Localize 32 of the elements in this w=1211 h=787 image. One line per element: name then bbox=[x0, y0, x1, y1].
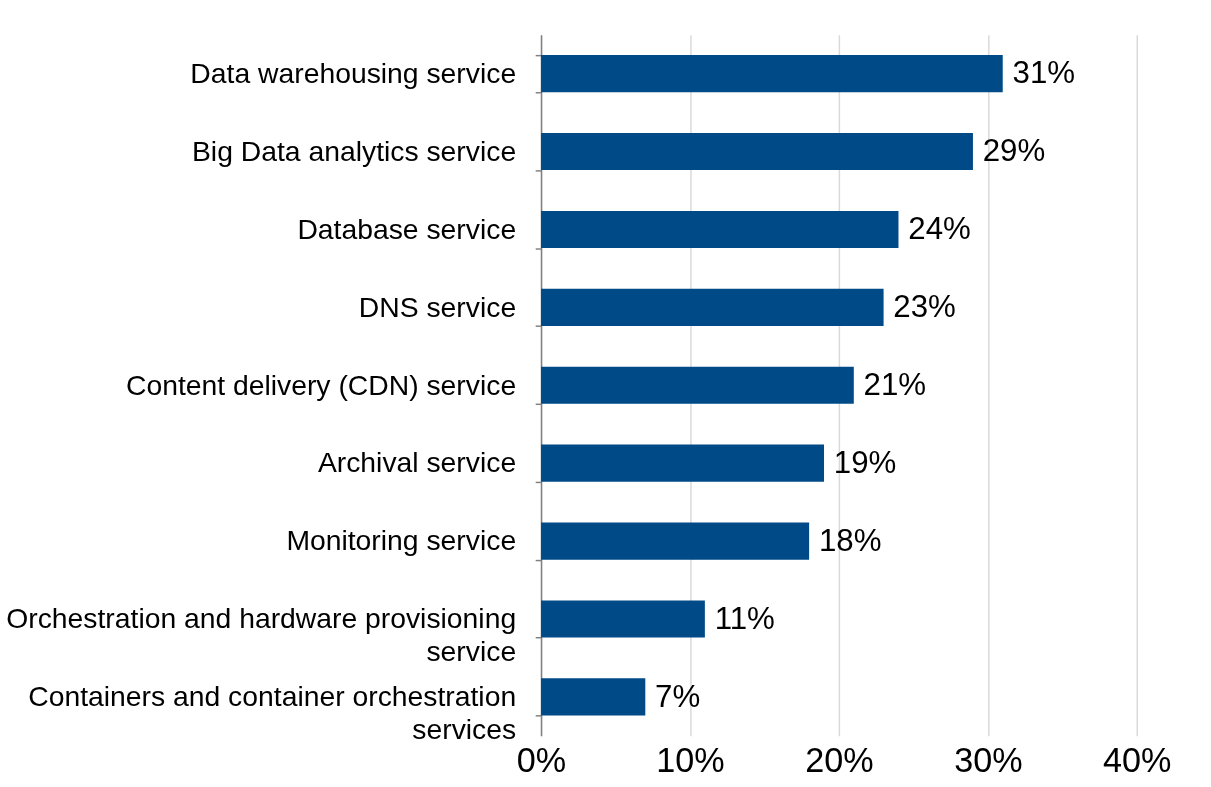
bar bbox=[541, 522, 810, 560]
data-label: 18% bbox=[818, 522, 882, 558]
y-tick-label: DNS service bbox=[358, 290, 517, 323]
y-tick-label: Database service bbox=[297, 212, 517, 245]
x-tick-label: 30% bbox=[954, 740, 1023, 779]
bar bbox=[541, 678, 646, 716]
y-tick-label: Data warehousing service bbox=[190, 56, 517, 89]
data-label: 29% bbox=[982, 133, 1046, 169]
bar bbox=[541, 132, 973, 171]
y-tick-label: Big Data analytics service bbox=[191, 134, 517, 167]
data-label: 11% bbox=[714, 600, 775, 636]
y-tick-label: Orchestration and hardware provisioning service bbox=[6, 602, 517, 668]
data-label: 21% bbox=[863, 367, 927, 403]
bar bbox=[541, 366, 854, 404]
y-tick-label: Content delivery (CDN) service bbox=[125, 368, 517, 401]
bar bbox=[541, 288, 884, 326]
y-tick-label: Monitoring service bbox=[286, 524, 517, 557]
data-label: 7% bbox=[655, 678, 701, 714]
data-label: 19% bbox=[833, 444, 897, 480]
data-label: 24% bbox=[908, 211, 971, 247]
x-tick-label: 0% bbox=[516, 740, 567, 779]
x-tick-label: 10% bbox=[656, 740, 725, 779]
y-tick-label: Archival service bbox=[317, 446, 517, 479]
x-tick-label: 20% bbox=[805, 740, 874, 779]
bar bbox=[541, 210, 899, 248]
y-tick-label: Containers and container orchestration services bbox=[28, 680, 517, 746]
data-label: 23% bbox=[893, 289, 956, 325]
bar bbox=[541, 600, 705, 638]
data-label: 31% bbox=[1012, 55, 1076, 91]
bar bbox=[541, 444, 825, 482]
x-tick-label: 40% bbox=[1103, 740, 1172, 779]
bar bbox=[541, 55, 1003, 93]
